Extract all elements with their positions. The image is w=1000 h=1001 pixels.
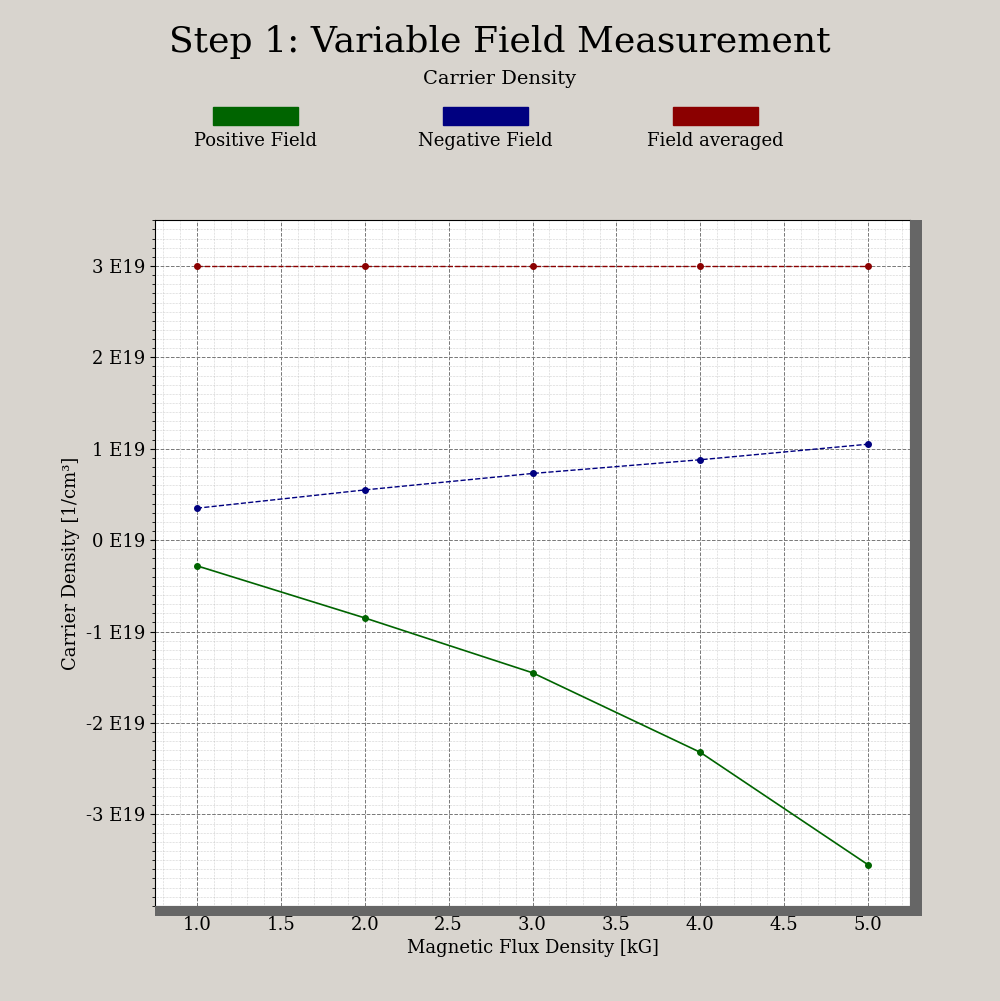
Y-axis label: Carrier Density [1/cm³]: Carrier Density [1/cm³] <box>62 456 80 670</box>
Text: Positive Field: Positive Field <box>194 132 316 150</box>
Text: Step 1: Variable Field Measurement: Step 1: Variable Field Measurement <box>169 25 831 59</box>
Text: Field averaged: Field averaged <box>647 132 783 150</box>
Text: Carrier Density: Carrier Density <box>423 70 577 88</box>
Text: Negative Field: Negative Field <box>418 132 552 150</box>
X-axis label: Magnetic Flux Density [kG]: Magnetic Flux Density [kG] <box>407 939 658 957</box>
